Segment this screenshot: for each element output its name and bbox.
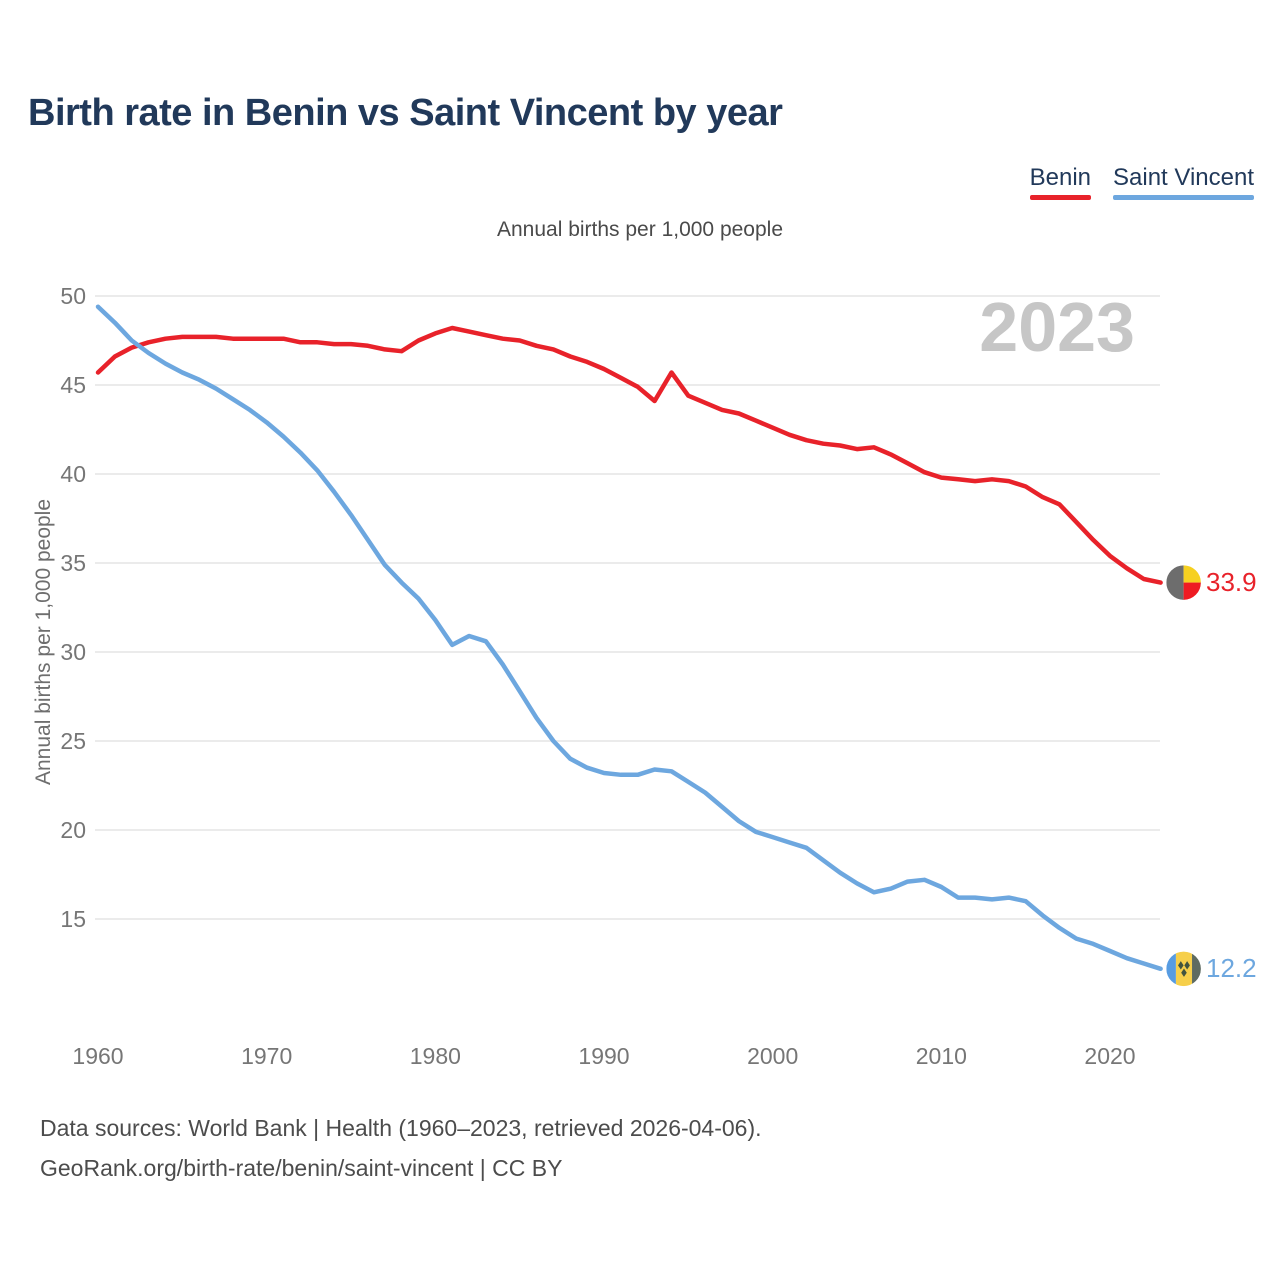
legend-item-benin[interactable]: Benin [1029, 164, 1091, 200]
legend-item-saint-vincent[interactable]: Saint Vincent [1113, 164, 1254, 200]
watermark-year: 2023 [979, 288, 1135, 366]
benin-line [95, 325, 1163, 585]
footer-attribution: GeoRank.org/birth-rate/benin/saint-vince… [40, 1155, 563, 1181]
benin-end-value-label: 33.9 [1206, 566, 1257, 597]
footer: Data sources: World Bank | Health (1960–… [40, 1108, 762, 1188]
y-tick-label: 40 [60, 461, 86, 487]
y-tick-label: 45 [60, 372, 86, 398]
y-tick-label: 20 [60, 817, 86, 843]
y-tick-label: 25 [60, 728, 86, 754]
x-tick-label: 2010 [916, 1043, 967, 1069]
y-tick-label: 30 [60, 639, 86, 665]
x-tick-label: 1980 [410, 1043, 461, 1069]
page-title: Birth rate in Benin vs Saint Vincent by … [28, 92, 783, 134]
chart-subtitle: Annual births per 1,000 people [496, 218, 784, 241]
footer-data-sources: Data sources: World Bank | Health (1960–… [40, 1115, 762, 1141]
legend-color-bar-benin [1029, 195, 1091, 200]
x-tick-label: 2020 [1084, 1043, 1135, 1069]
saint-vincent-end-value-label: 12.2 [1206, 952, 1257, 983]
x-tick-label: 1960 [72, 1043, 123, 1069]
legend-label-benin: Benin [1029, 164, 1091, 191]
x-tick-label: 2000 [747, 1043, 798, 1069]
benin-flag-icon [1163, 562, 1204, 603]
legend-label-saint-vincent: Saint Vincent [1113, 164, 1254, 191]
y-tick-label: 35 [60, 550, 86, 576]
x-tick-label: 1990 [578, 1043, 629, 1069]
legend: Benin Saint Vincent [1029, 164, 1254, 200]
y-tick-label: 15 [60, 906, 86, 932]
y-axis-title: Annual births per 1,000 people [32, 498, 55, 786]
x-tick-label: 1970 [241, 1043, 292, 1069]
legend-color-bar-saint-vincent [1113, 195, 1254, 200]
saint-vincent-line [95, 304, 1163, 972]
saint-vincent-flag-icon [1163, 949, 1204, 989]
y-tick-label: 50 [60, 283, 86, 309]
